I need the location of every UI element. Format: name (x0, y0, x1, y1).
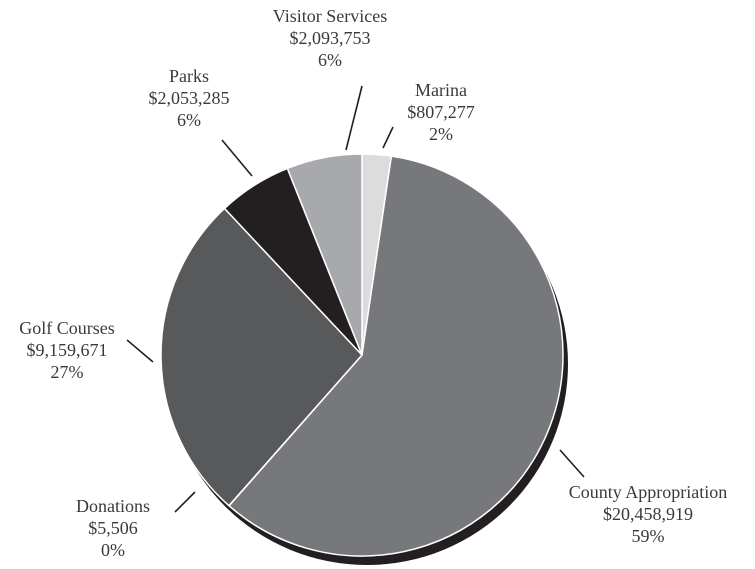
leader-line (221, 139, 253, 177)
slice-label-value: $9,159,671 (27, 340, 108, 360)
slice-label-percent: 0% (101, 540, 125, 560)
leader-line (559, 449, 585, 478)
slice-label-name: Visitor Services (273, 6, 387, 26)
slice-label-name: Marina (415, 80, 467, 100)
slice-label-name: Golf Courses (19, 318, 115, 338)
leader-line (382, 126, 394, 149)
leader-line (174, 491, 196, 513)
slice-label-name: Donations (76, 496, 150, 516)
slice-label-name: Parks (169, 66, 209, 86)
leaders (126, 85, 585, 513)
slice-label-percent: 6% (177, 110, 201, 130)
slice-label-percent: 59% (632, 526, 665, 546)
leader-line (345, 85, 363, 151)
slice-label-value: $20,458,919 (603, 504, 693, 524)
pie-slice (160, 207, 363, 507)
slice-label-value: $5,506 (88, 518, 138, 538)
leader-line (126, 339, 154, 363)
slice-label-value: $2,053,285 (149, 88, 230, 108)
slice-label-value: $807,277 (407, 102, 475, 122)
pie-slice (228, 155, 564, 557)
slice-label-percent: 2% (429, 124, 453, 144)
slice-label-percent: 6% (318, 50, 342, 70)
slice-label-name: County Appropriation (569, 482, 728, 502)
slice-label-value: $2,093,753 (290, 28, 371, 48)
slice-label-percent: 27% (51, 362, 84, 382)
pie-slice (286, 153, 363, 356)
